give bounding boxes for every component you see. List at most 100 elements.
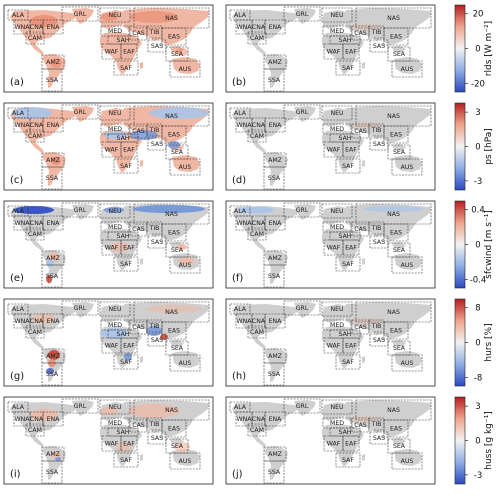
region-label: SAH [339,331,352,338]
region-grl: GRL [61,300,99,316]
colorbar-tick-label: 0 [475,241,480,251]
region-eaf: EAF [120,435,138,452]
region-label: ENA [47,122,61,129]
region-amz: AMZ [41,250,65,266]
region-label: EAF [123,343,135,350]
region-label: GRL [296,11,309,18]
region-neu: NEU [321,203,353,219]
region-saf: SAF [335,60,361,76]
region-label: NAS [387,15,400,22]
region-sea: SEA [387,340,411,356]
region-neu: NEU [99,7,131,23]
region-ssa: SSA [41,460,63,484]
region-label: CAM [250,231,264,238]
region-cas: CAS [351,25,370,41]
panel-letter: (h) [232,371,246,382]
region-label: AUS [401,66,414,73]
region-label: CAS [354,30,367,37]
region-ena: ENA [42,215,64,231]
region-label: WNA [15,220,31,227]
region-label: SAF [342,163,354,170]
region-label: ENA [47,220,61,227]
region-label: NAS [165,309,178,316]
region-ena: ENA [42,411,64,427]
region-boxes: ALA GRL NEU NAS WNA CNA ENA CAM MED CAS TIB EAS SAH W… [229,202,432,288]
region-label: EAS [168,132,180,139]
colorbar-1: 20 0 -20 rlds [W m⁻²] [454,4,494,93]
region-amz: AMZ [263,348,287,364]
region-label: EAF [123,441,135,448]
region-ssa: SSA [41,166,63,190]
region-neu: NEU [99,399,131,415]
region-label: AMZ [268,255,282,262]
region-cas: CAS [129,25,148,41]
region-boxes: ALA GRL NEU NAS WNA CNA ENA CAM MED CAS TIB EAS SAH W… [7,6,210,92]
region-eas: EAS [161,321,187,340]
region-label: CAS [132,422,145,429]
region-label: NEU [330,404,343,411]
region-boxes: ALA GRL NEU NAS WNA CNA ENA CAM MED CAS TIB EAS SAH W… [7,202,210,288]
region-label: CNA [252,416,266,423]
colorbar-gradient [454,102,466,191]
region-label: WAF [105,147,119,154]
region-label: MED [108,322,122,329]
region-label: ALA [12,208,25,215]
region-label: AUS [179,66,192,73]
region-amz: AMZ [41,54,65,70]
region-sea: SEA [165,144,189,160]
region-ena: ENA [264,411,286,427]
region-label: NEU [330,12,343,19]
region-label: WAF [327,245,341,252]
region-label: CAM [28,35,42,42]
region-grl: GRL [283,300,321,316]
region-label: EAF [123,49,135,56]
region-nas: NAS [355,399,432,421]
region-label: MED [330,28,344,35]
region-label: AUS [401,164,414,171]
panel-letter: (g) [10,371,24,382]
region-cam: CAM [25,325,45,339]
region-eas: EAS [383,223,409,242]
region-eas: EAS [161,27,187,46]
region-label: WNA [15,318,31,325]
region-label: GRL [296,403,309,410]
region-label: SSA [268,77,281,84]
region-label: NAS [387,309,400,316]
region-sas: SAS [369,39,389,53]
region-aus: AUS [391,158,423,176]
region-label: SAH [117,331,130,338]
region-label: CAS [354,324,367,331]
region-wna: WNA [235,117,253,133]
region-label: MED [330,322,344,329]
region-saf: SAF [335,256,361,272]
region-neu: NEU [321,399,353,415]
region-amz: AMZ [41,348,65,364]
region-label: TIB [149,127,160,134]
region-label: EAF [345,49,357,56]
region-label: AMZ [46,353,60,360]
region-label: SSA [268,175,281,182]
region-label: TIB [371,29,382,36]
region-cas: CAS [129,319,148,335]
region-label: CAS [354,226,367,233]
region-eaf: EAF [342,435,360,452]
region-ena: ENA [264,215,286,231]
map-panel-c: ALA GRL NEU NAS WNA CNA ENA CAM MED CAS TIB EAS SAH W… [3,102,214,191]
region-label: SAS [151,141,163,148]
region-nas: NAS [355,301,432,323]
region-label: MED [330,126,344,133]
region-label: SAH [339,37,352,44]
region-label: CNA [30,24,44,31]
region-cas: CAS [129,221,148,237]
region-label: EAS [168,230,180,237]
region-saf: SAF [113,256,139,272]
region-label: WNA [237,318,253,325]
region-label: SAS [373,141,385,148]
region-label: SEA [393,149,406,156]
region-sea: SEA [387,438,411,454]
region-sea: SEA [165,46,189,62]
panel-letter: (c) [10,175,23,186]
region-ena: ENA [42,313,64,329]
region-label: SAF [342,65,354,72]
region-label: SAS [151,435,163,442]
